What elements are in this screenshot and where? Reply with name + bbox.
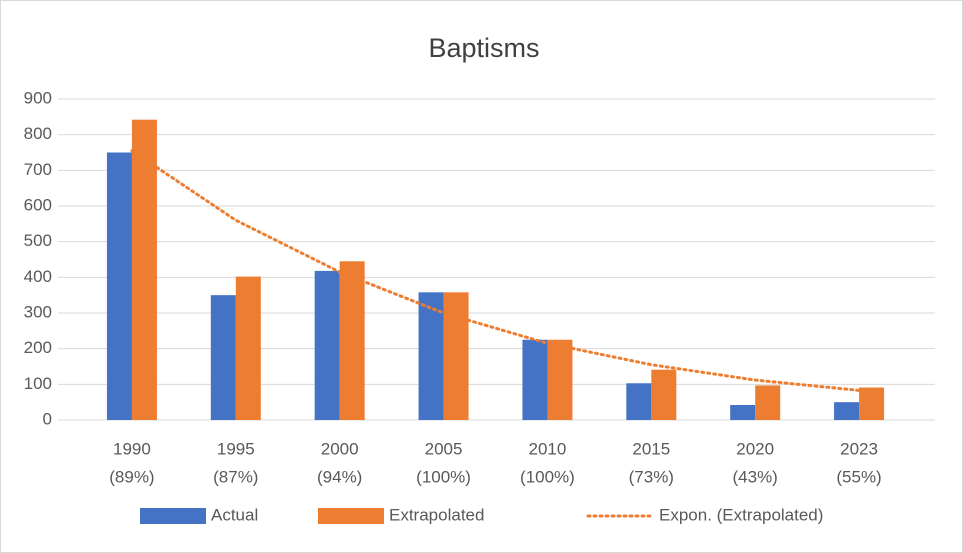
bar: [859, 387, 885, 420]
x-tick-label: (87%): [213, 467, 258, 486]
y-tick-label: 300: [24, 302, 52, 321]
x-tick-label: 2000: [321, 439, 359, 458]
x-tick-label: 2010: [529, 439, 567, 458]
legend-label: Actual: [211, 505, 258, 524]
x-tick-label: 1990: [113, 439, 151, 458]
bar: [443, 292, 469, 420]
bar: [339, 261, 365, 420]
legend-label: Extrapolated: [389, 505, 484, 524]
y-tick-label: 500: [24, 231, 52, 250]
bar: [547, 339, 573, 420]
x-tick-label: (43%): [733, 467, 778, 486]
y-tick-label: 200: [24, 338, 52, 357]
legend-label: Expon. (Extrapolated): [659, 505, 823, 524]
x-tick-label: (89%): [109, 467, 154, 486]
x-tick-label: (94%): [317, 467, 362, 486]
y-tick-label: 700: [24, 160, 52, 179]
y-tick-label: 0: [43, 409, 52, 428]
bar: [314, 270, 340, 420]
x-tick-label: (100%): [520, 467, 575, 486]
y-tick-label: 900: [24, 88, 52, 107]
bar: [626, 383, 652, 420]
legend-swatch: [318, 508, 384, 524]
x-tick-label: 2023: [840, 439, 878, 458]
bar: [418, 292, 444, 420]
chart-title: Baptisms: [428, 33, 539, 63]
x-tick-label: 1995: [217, 439, 255, 458]
bar: [522, 339, 548, 420]
trendline: [130, 149, 861, 392]
bar: [210, 295, 236, 420]
legend-swatch: [140, 508, 206, 524]
y-tick-label: 600: [24, 195, 52, 214]
bar: [131, 119, 157, 420]
x-tick-label: (100%): [416, 467, 471, 486]
bar: [106, 152, 132, 420]
x-tick-label: 2005: [425, 439, 463, 458]
x-tick-label: 2015: [632, 439, 670, 458]
bar: [730, 405, 756, 420]
bar: [755, 385, 781, 420]
y-tick-label: 800: [24, 124, 52, 143]
bar: [834, 402, 860, 420]
x-tick-label: 2020: [736, 439, 774, 458]
bar: [235, 276, 261, 420]
x-tick-label: (73%): [629, 467, 674, 486]
y-tick-label: 400: [24, 267, 52, 286]
y-tick-label: 100: [24, 374, 52, 393]
bar: [651, 369, 677, 420]
x-tick-label: (55%): [836, 467, 881, 486]
